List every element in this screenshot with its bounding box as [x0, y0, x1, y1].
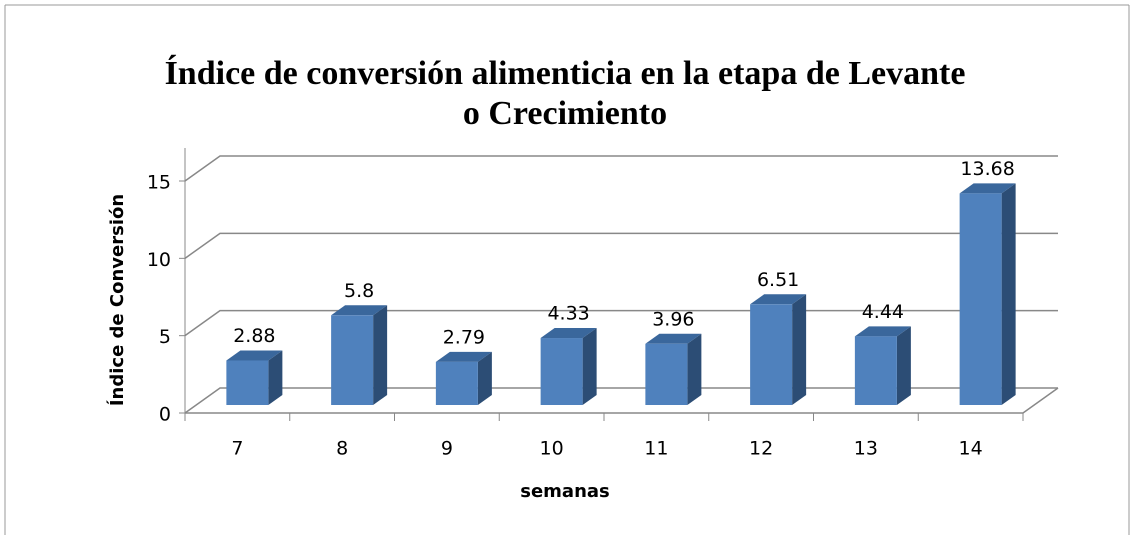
- value-label: 13.68: [960, 158, 1014, 180]
- x-tick-label: 12: [749, 438, 773, 460]
- bar: [854, 336, 897, 405]
- bar-top: [854, 326, 911, 337]
- x-axis-label: semanas: [520, 481, 610, 502]
- y-tick-label: 0: [159, 404, 171, 426]
- value-label: 4.33: [547, 303, 589, 325]
- y-axis-label: Índice de Conversión: [106, 194, 128, 406]
- bar-top: [645, 333, 702, 344]
- bar-side: [792, 294, 807, 405]
- floor: [185, 387, 1059, 414]
- grid-line: [184, 232, 1058, 259]
- y-tick-label: 5: [159, 326, 171, 348]
- value-label: 5.8: [344, 280, 374, 302]
- bar: [435, 361, 478, 405]
- x-tick-label: 13: [854, 438, 878, 460]
- y-tick-label: 10: [147, 249, 171, 271]
- x-tick-label: 10: [540, 438, 564, 460]
- bar: [331, 315, 374, 405]
- bar: [645, 343, 688, 405]
- x-tick-label: 8: [336, 438, 348, 460]
- bar-top: [435, 351, 492, 362]
- value-label: 2.88: [233, 325, 275, 347]
- value-label: 2.79: [443, 326, 485, 348]
- bar-top: [540, 328, 597, 339]
- chart-title: o Crecimiento: [463, 95, 667, 132]
- x-tick-label: 14: [959, 438, 983, 460]
- bar-top: [959, 183, 1016, 194]
- bar-top: [226, 350, 283, 361]
- bar-top: [331, 305, 388, 316]
- bar-side: [373, 305, 388, 405]
- value-label: 3.96: [652, 308, 694, 330]
- x-tick-label: 9: [441, 438, 453, 460]
- bar-side: [477, 351, 492, 405]
- grid-line: [184, 387, 1058, 414]
- bar: [540, 338, 583, 405]
- value-label: 4.44: [862, 301, 904, 323]
- y-tick-label: 15: [147, 172, 171, 194]
- x-tick-label: 7: [231, 438, 243, 460]
- bar-side: [268, 350, 283, 405]
- bar: [959, 193, 1002, 405]
- bar-side: [687, 333, 702, 405]
- grid-line: [184, 155, 1058, 182]
- bar-top: [750, 294, 807, 305]
- grid-line: [184, 309, 1058, 337]
- bar-side: [1001, 183, 1016, 405]
- bar-side: [582, 328, 597, 405]
- bar: [750, 304, 793, 405]
- bar-side: [896, 326, 911, 405]
- chart-title: Índice de conversión alimenticia en la e…: [165, 55, 966, 92]
- bar: [226, 360, 269, 405]
- x-tick-label: 11: [644, 438, 668, 460]
- value-label: 6.51: [757, 269, 799, 291]
